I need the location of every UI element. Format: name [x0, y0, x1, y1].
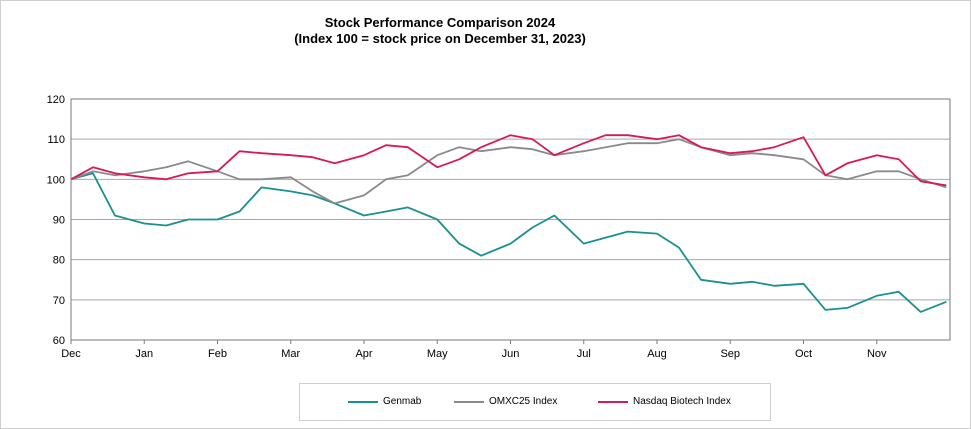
x-tick-label: Sep	[720, 348, 740, 360]
x-tick-label: Feb	[208, 348, 227, 360]
y-axis-ticks: 60 70 80 90 100 110 120	[47, 94, 65, 347]
x-tick-label: Jun	[502, 348, 520, 360]
x-tick-label: Oct	[795, 348, 812, 360]
legend-label-omxc25: OMXC25 Index	[489, 396, 558, 407]
legend-item-genmab: Genmab	[348, 396, 421, 407]
x-tick-label: May	[427, 348, 448, 360]
x-tick-label: Jan	[135, 348, 153, 360]
legend-item-omxc25: OMXC25 Index	[454, 396, 557, 407]
x-tick-label: Jul	[577, 348, 591, 360]
x-tick-label: Dec	[61, 348, 81, 360]
legend-label-nasdaq-biotech: Nasdaq Biotech Index	[633, 396, 731, 407]
legend-label-genmab: Genmab	[383, 396, 422, 407]
plot-area-border	[70, 98, 951, 341]
y-tick-label: 120	[47, 94, 65, 106]
y-tick-label: 60	[53, 335, 65, 347]
legend-swatch-genmab	[348, 400, 378, 403]
chart-subtitle: (Index 100 = stock price on December 31,…	[294, 31, 586, 46]
series-line-omxc25-index	[70, 138, 947, 205]
x-tick-label: Apr	[355, 348, 372, 360]
y-tick-label: 100	[47, 174, 65, 186]
y-tick-label: 80	[53, 255, 65, 267]
series-lines	[70, 134, 947, 313]
chart-title: Stock Performance Comparison 2024	[324, 15, 556, 30]
y-tick-label: 90	[53, 215, 65, 227]
x-tick-label: Aug	[647, 348, 667, 360]
legend-swatch-omxc25	[454, 400, 484, 403]
series-line-nasdaq-biotech-index	[70, 134, 947, 187]
y-tick-label: 70	[53, 295, 65, 307]
legend: Genmab OMXC25 Index Nasdaq Biotech Index	[299, 383, 771, 421]
legend-item-nasdaq-biotech: Nasdaq Biotech Index	[598, 396, 731, 407]
x-axis-ticks: Dec Jan Feb Mar Apr May Jun Jul Aug Sep Oct Nov	[61, 340, 887, 360]
legend-swatch-nasdaq-biotech	[598, 400, 628, 403]
series-line-genmab	[70, 172, 947, 313]
x-tick-label: Nov	[867, 348, 887, 360]
y-tick-label: 110	[47, 134, 65, 146]
x-tick-label: Mar	[281, 348, 300, 360]
